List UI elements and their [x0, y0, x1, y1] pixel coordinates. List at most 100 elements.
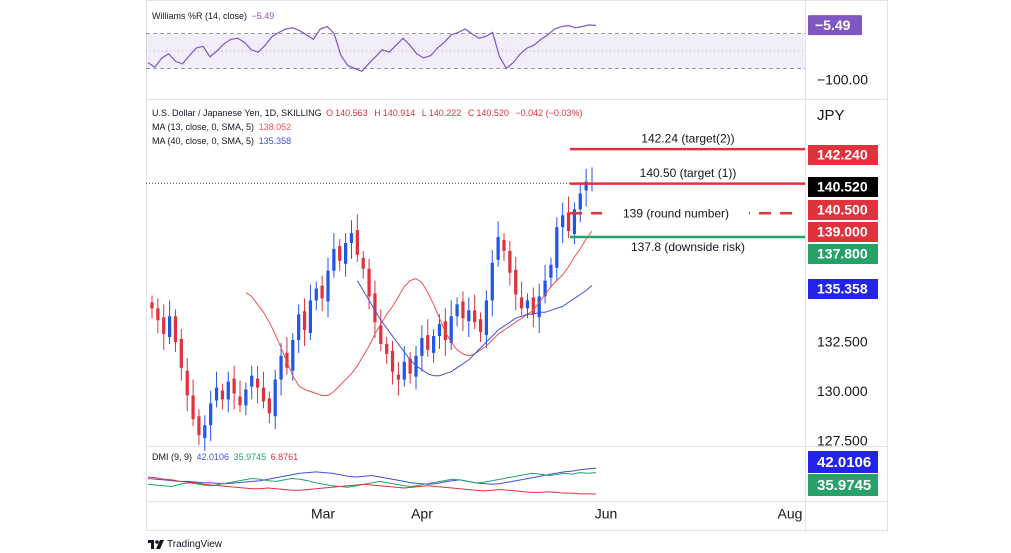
- candle-body: [561, 215, 565, 228]
- ma40-legend[interactable]: MA (40, close, 0, SMA, 5) 135.358: [152, 136, 293, 146]
- candle-body: [455, 304, 459, 317]
- price-badge-text-5: 137.800: [817, 246, 868, 262]
- ohlc-open: 140.563: [335, 108, 368, 118]
- tradingview-logo[interactable]: TradingView: [148, 539, 222, 550]
- annotation-layer: 142.24 (target(2)) 140.50 (target (1)) 139…: [570, 131, 805, 254]
- price-badge-6: [808, 279, 878, 299]
- price-badge-2: [808, 177, 878, 197]
- dmi-badge-adx-text: 42.0106: [817, 454, 871, 471]
- symbol-title[interactable]: U.S. Dollar / Japanese Yen, 1D, SKILLING: [152, 108, 322, 118]
- candle-body: [349, 233, 354, 243]
- candle-body: [572, 209, 577, 235]
- annotation-label-2: 140.50 (target (1)): [640, 166, 737, 180]
- price-badge-text-1: 142.240: [817, 147, 868, 163]
- candle-body: [279, 355, 283, 380]
- candle-body: [484, 300, 489, 336]
- candle-body: [261, 387, 266, 402]
- candle-body: [584, 181, 588, 191]
- candle-body: [220, 390, 225, 400]
- price-tick-label-3: 127.500: [817, 433, 868, 449]
- candle-body: [549, 264, 553, 278]
- axis-layer: −100.00 −5.49 142.240 140.520 140.500 139.000…: [311, 15, 878, 522]
- candle-body: [185, 370, 189, 396]
- candle-body: [531, 297, 535, 315]
- candle-body: [361, 257, 365, 269]
- candle-body: [431, 336, 436, 353]
- candle-body: [273, 379, 277, 417]
- candle-body: [473, 310, 477, 323]
- candle-body: [197, 416, 201, 436]
- price-badge-text-4: 139.000: [817, 224, 868, 240]
- candle-body: [162, 317, 166, 335]
- candle-body: [367, 268, 371, 297]
- candle-body: [209, 403, 213, 426]
- dmi-value-minus: 6.8761: [270, 452, 299, 462]
- williams-r-value: −5.49: [251, 11, 275, 21]
- tradingview-icon: [148, 540, 164, 549]
- candle-body: [238, 396, 242, 406]
- ma13-legend[interactable]: MA (13, close, 0, SMA, 5) 138.052: [152, 122, 293, 132]
- brand-name: TradingView: [167, 539, 223, 550]
- candle-body: [156, 308, 160, 321]
- candle-body: [519, 297, 524, 309]
- candle-body: [343, 243, 348, 264]
- ma13-value: 138.052: [258, 122, 292, 132]
- ohlc-high: 140.914: [382, 108, 416, 118]
- dmi-minus-di-line: [147, 476, 597, 495]
- candle-body: [326, 270, 330, 302]
- candle-body: [449, 316, 453, 343]
- ma40-line: [356, 280, 593, 377]
- candle-body: [226, 381, 230, 400]
- candle-body: [396, 374, 401, 380]
- chart-frame: [146, 0, 888, 531]
- annotation-label-bg-3: [602, 206, 749, 221]
- candle-body: [355, 230, 359, 255]
- williams-r-badge-text: −5.49: [815, 17, 851, 33]
- dmi-badge-plus-text: 35.9745: [817, 477, 871, 494]
- candle-body: [250, 375, 254, 387]
- candle-body: [244, 389, 248, 406]
- candle-body: [179, 339, 183, 368]
- price-badge-text-6: 135.358: [817, 281, 868, 297]
- dmi-plus-di-line: [147, 472, 597, 488]
- ohlc-low: 140.222: [428, 108, 462, 118]
- candle-body: [191, 395, 195, 420]
- dmi-value-plus: 35.9745: [233, 452, 267, 462]
- candle-body: [232, 378, 236, 394]
- candle-body: [332, 248, 336, 271]
- candle-body: [379, 325, 383, 344]
- time-tick-label-2: Apr: [411, 506, 433, 522]
- williams-r-legend: Williams %R (14, close) −5.49: [152, 11, 276, 21]
- price-badge-3: [808, 200, 878, 220]
- williams-r-title: Williams %R (14, close): [152, 11, 248, 21]
- price-badge-1: [808, 145, 878, 165]
- dmi-badge-adx: [808, 451, 878, 473]
- dmi-legend[interactable]: DMI (9, 9) 42.0106 35.9745 6.8761: [152, 452, 300, 462]
- dmi-value-adx: 42.0106: [196, 452, 230, 462]
- candle-body: [402, 361, 406, 380]
- candle-body: [314, 288, 318, 301]
- candle-body: [373, 293, 377, 323]
- candle-body: [203, 425, 207, 439]
- candle-body: [302, 311, 307, 331]
- candle-body: [308, 300, 313, 334]
- time-tick-label-3: Jun: [595, 506, 618, 522]
- candle-body: [537, 296, 541, 318]
- price-badge-5: [808, 244, 878, 264]
- price-legend: U.S. Dollar / Japanese Yen, 1D, SKILLING…: [152, 108, 583, 118]
- candle-body: [420, 338, 424, 356]
- price-badge-4: [808, 222, 878, 242]
- candle-body: [167, 316, 172, 338]
- candle-body: [555, 227, 559, 268]
- ma13-title: MA (13, close, 0, SMA, 5): [152, 122, 255, 132]
- dmi-pane: [147, 467, 597, 495]
- price-badge-text-3: 140.500: [817, 202, 868, 218]
- candle-body: [543, 280, 547, 297]
- candle-body: [408, 358, 412, 374]
- price-tick-label-2: 130.000: [817, 383, 868, 399]
- candle-body: [578, 193, 582, 210]
- candle-body: [150, 302, 154, 309]
- candle-body: [461, 301, 465, 319]
- candle-body: [173, 316, 178, 342]
